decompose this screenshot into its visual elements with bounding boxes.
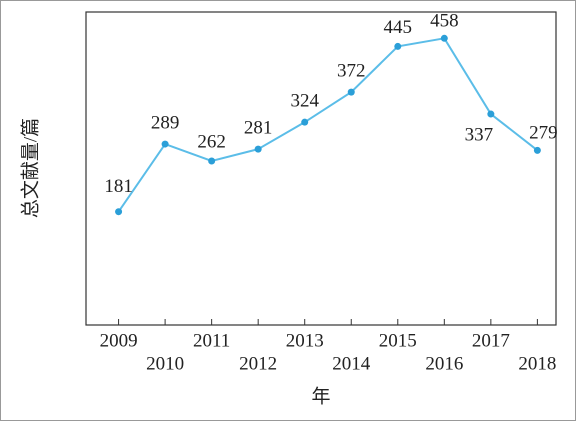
line xyxy=(117,37,539,213)
x-tick-label: 2016 xyxy=(425,353,463,374)
data-label: 262 xyxy=(197,131,226,152)
point xyxy=(487,110,495,118)
data-label: 324 xyxy=(290,91,319,112)
data-label: 281 xyxy=(244,117,273,138)
point xyxy=(115,208,123,216)
x-tick-label: 2012 xyxy=(239,353,277,374)
data-label: 372 xyxy=(337,60,366,81)
point xyxy=(161,140,169,148)
x-tick-label: 2017 xyxy=(472,330,510,351)
point xyxy=(394,42,402,50)
x-tick-label: 2009 xyxy=(100,330,138,351)
point xyxy=(254,145,262,153)
point xyxy=(301,118,309,126)
data-label: 289 xyxy=(151,112,180,133)
data-label: 181 xyxy=(104,176,133,197)
x-tick-label: 2011 xyxy=(193,330,230,351)
data-label: 458 xyxy=(430,11,459,32)
x-tick-label: 2018 xyxy=(518,353,556,374)
point xyxy=(533,146,541,154)
point xyxy=(440,34,448,42)
y-axis-label: 总文献量/篇 xyxy=(19,118,41,218)
x-tick-label: 2015 xyxy=(379,330,417,351)
x-axis-label: 年 xyxy=(311,385,330,407)
x-tick-label: 2014 xyxy=(332,353,371,374)
point xyxy=(208,157,216,165)
data-label: 337 xyxy=(465,124,494,145)
data-label: 279 xyxy=(529,123,558,144)
x-tick-label: 2010 xyxy=(146,353,184,374)
x-tick-label: 2013 xyxy=(286,330,324,351)
plot-area xyxy=(85,11,557,326)
point xyxy=(347,88,355,96)
data-label: 445 xyxy=(384,17,413,38)
